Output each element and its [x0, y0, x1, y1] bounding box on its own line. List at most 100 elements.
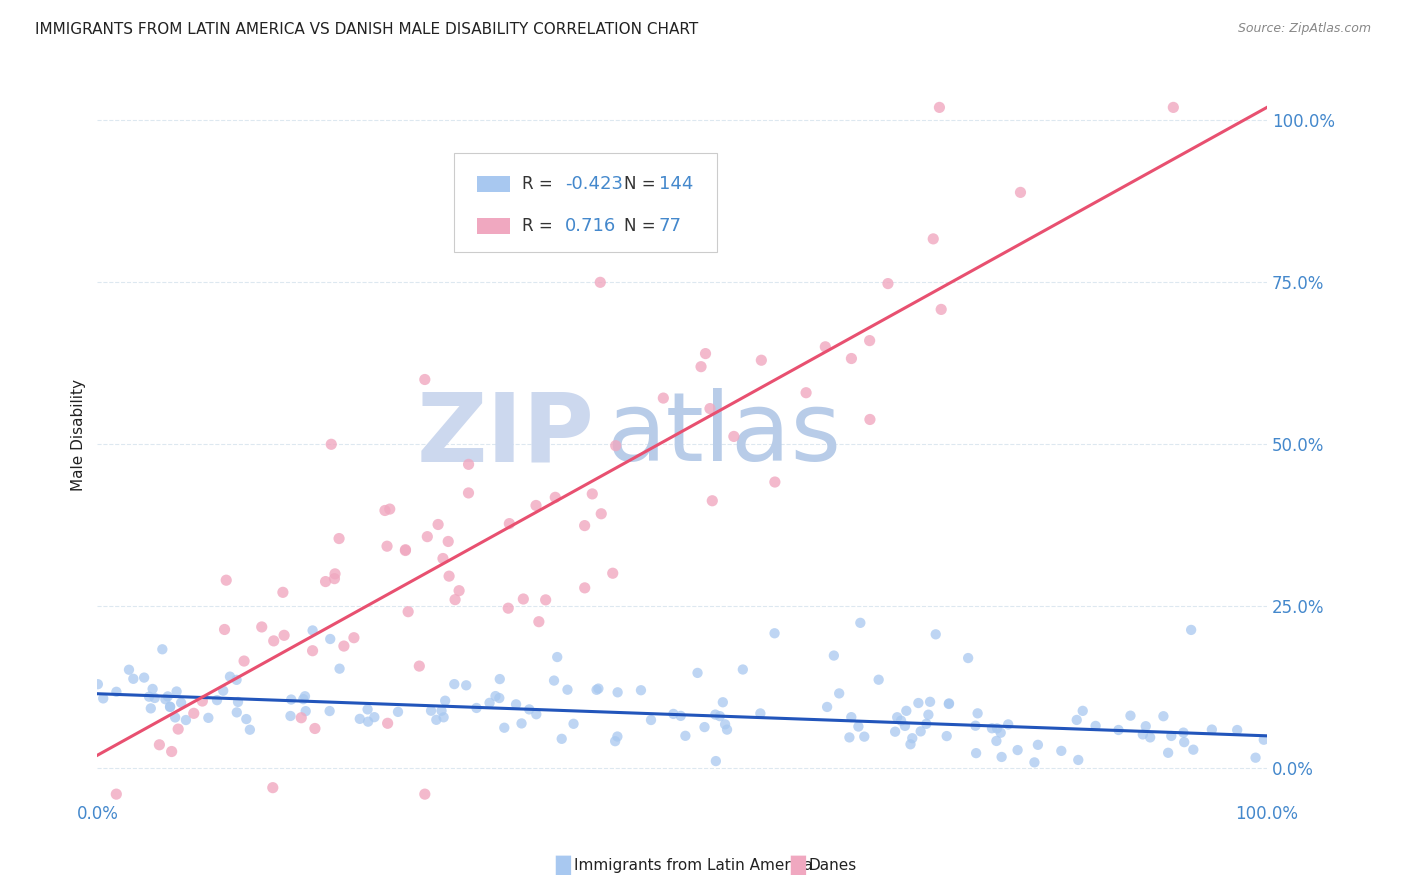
Point	[273, 628, 295, 642]
Point	[640, 713, 662, 727]
Point	[652, 391, 675, 405]
Text: Source: ZipAtlas.com: Source: ZipAtlas.com	[1237, 22, 1371, 36]
Point	[191, 694, 214, 708]
Point	[432, 551, 454, 566]
Point	[215, 573, 238, 587]
Point	[527, 615, 550, 629]
Point	[416, 530, 439, 544]
Point	[910, 724, 932, 739]
Point	[488, 672, 510, 686]
Point	[894, 719, 917, 733]
Point	[1173, 735, 1195, 749]
Point	[711, 695, 734, 709]
Point	[662, 706, 685, 721]
Text: 144: 144	[659, 175, 693, 193]
Point	[534, 592, 557, 607]
Point	[928, 100, 950, 114]
Text: -0.423: -0.423	[565, 175, 623, 193]
Point	[1066, 713, 1088, 727]
FancyBboxPatch shape	[478, 176, 510, 192]
Point	[226, 695, 249, 709]
Point	[695, 346, 717, 360]
Point	[585, 682, 607, 697]
Point	[900, 737, 922, 751]
Point	[150, 642, 173, 657]
Point	[965, 719, 987, 733]
Text: N =: N =	[624, 175, 661, 193]
Point	[1226, 723, 1249, 737]
Point	[546, 650, 568, 665]
Point	[925, 627, 948, 641]
Point	[357, 714, 380, 729]
Point	[920, 695, 942, 709]
Point	[290, 711, 312, 725]
Point	[496, 601, 519, 615]
Point	[443, 677, 465, 691]
Point	[716, 723, 738, 737]
Point	[488, 691, 510, 706]
Point	[142, 681, 165, 696]
Point	[143, 690, 166, 705]
Point	[1173, 725, 1195, 739]
Point	[427, 517, 450, 532]
Point	[517, 702, 540, 716]
Point	[1132, 727, 1154, 741]
Point	[1050, 744, 1073, 758]
Point	[219, 670, 242, 684]
Point	[394, 543, 416, 558]
Point	[1026, 738, 1049, 752]
Point	[304, 722, 326, 736]
Point	[1163, 100, 1185, 114]
Point	[907, 696, 929, 710]
Point	[457, 458, 479, 472]
Point	[349, 712, 371, 726]
Text: 0.716: 0.716	[565, 217, 616, 235]
Point	[581, 487, 603, 501]
Point	[1139, 731, 1161, 745]
Point	[574, 581, 596, 595]
Point	[212, 683, 235, 698]
Point	[605, 734, 627, 748]
Point	[280, 692, 302, 706]
Point	[1007, 743, 1029, 757]
Point	[318, 704, 340, 718]
Point	[425, 713, 447, 727]
Point	[122, 672, 145, 686]
Point	[292, 692, 315, 706]
Point	[723, 429, 745, 443]
Point	[763, 626, 786, 640]
Point	[449, 583, 471, 598]
Point	[524, 707, 547, 722]
Point	[377, 716, 399, 731]
Point	[494, 721, 516, 735]
Point	[498, 516, 520, 531]
Point	[749, 706, 772, 721]
Point	[155, 692, 177, 706]
Point	[1152, 709, 1174, 723]
Point	[868, 673, 890, 687]
Point	[165, 710, 187, 724]
Point	[510, 716, 533, 731]
FancyBboxPatch shape	[454, 153, 717, 252]
Point	[890, 714, 912, 728]
Point	[997, 717, 1019, 731]
Point	[859, 334, 882, 348]
Point	[935, 729, 957, 743]
Text: R =: R =	[522, 175, 558, 193]
Point	[1067, 753, 1090, 767]
Point	[557, 682, 579, 697]
Point	[938, 697, 960, 711]
Point	[170, 696, 193, 710]
Point	[394, 542, 416, 557]
Text: R =: R =	[522, 217, 564, 235]
Point	[841, 351, 863, 366]
Point	[323, 566, 346, 581]
Point	[606, 730, 628, 744]
Point	[938, 697, 960, 711]
Point	[838, 731, 860, 745]
Point	[981, 721, 1004, 735]
Point	[853, 730, 876, 744]
Point	[138, 690, 160, 704]
Point	[205, 693, 228, 707]
Point	[574, 518, 596, 533]
